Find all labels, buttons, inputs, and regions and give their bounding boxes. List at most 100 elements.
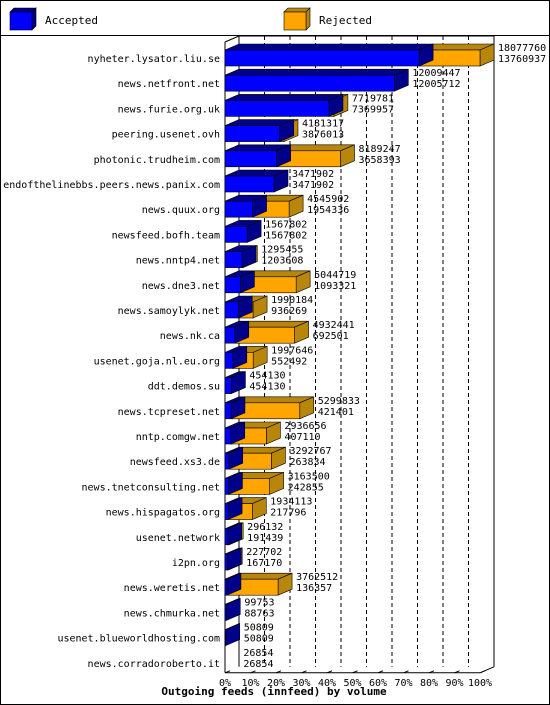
category-label: photonic.trudheim.com bbox=[94, 155, 220, 166]
category-label: peering.usenet.ovh bbox=[112, 130, 220, 141]
bar-rejected bbox=[234, 320, 309, 344]
bar-accepted bbox=[224, 623, 241, 647]
value-label-offered: 99753 bbox=[244, 597, 274, 608]
bar-accepted bbox=[224, 597, 241, 621]
x-tick-mark bbox=[224, 670, 231, 674]
bar-accepted-front bbox=[224, 352, 234, 369]
value-label-accepted: 1093321 bbox=[314, 281, 356, 292]
value-label-accepted: 3658393 bbox=[359, 155, 401, 166]
value-label-offered: 4181317 bbox=[302, 119, 344, 130]
value-label-accepted: 217796 bbox=[270, 508, 306, 519]
x-tick-mark bbox=[250, 670, 256, 674]
bar-accepted bbox=[224, 169, 289, 193]
category-label: news.chmurka.net bbox=[124, 608, 220, 619]
value-label-offered: 18077760 bbox=[498, 43, 546, 54]
value-label-offered: 227702 bbox=[246, 547, 282, 558]
bar-accepted bbox=[224, 219, 262, 243]
bar-accepted-front bbox=[224, 276, 241, 294]
category-labels: nyheter.lysator.liu.se news.netfront.net n… bbox=[3, 54, 220, 670]
bar-rejected bbox=[276, 144, 355, 168]
value-label-accepted: 7369957 bbox=[352, 104, 394, 115]
bar-accepted-front bbox=[224, 402, 232, 420]
category-label: news.tcpreset.net bbox=[118, 407, 220, 418]
legend-swatch bbox=[283, 11, 307, 31]
bar-accepted-front bbox=[224, 553, 228, 571]
value-label-offered: 1934113 bbox=[270, 497, 312, 508]
bar-accepted-front bbox=[224, 452, 230, 470]
value-label-offered: 5044719 bbox=[314, 270, 356, 281]
bar-accepted bbox=[224, 446, 244, 470]
value-label-accepted: 167170 bbox=[246, 558, 282, 569]
x-tick-mark bbox=[454, 670, 460, 674]
bar-accepted-top bbox=[224, 68, 409, 76]
bar-accepted bbox=[224, 119, 294, 143]
bar-accepted bbox=[224, 471, 243, 495]
bar-accepted-front bbox=[224, 150, 277, 168]
bar-accepted-side bbox=[225, 623, 241, 647]
category-label: news.corradoroberto.it bbox=[88, 659, 220, 670]
x-tick-label: 0% bbox=[219, 678, 231, 689]
value-label-accepted: 1954336 bbox=[307, 205, 349, 216]
value-label-accepted: 26854 bbox=[243, 659, 273, 670]
legend-label: Rejected bbox=[319, 14, 372, 27]
value-label-accepted: 454130 bbox=[249, 382, 285, 393]
value-label-offered: 3292767 bbox=[289, 446, 331, 457]
bar-accepted bbox=[224, 270, 255, 294]
value-label-accepted: 136357 bbox=[296, 583, 332, 594]
legend: Accepted Rejected bbox=[9, 7, 372, 31]
category-label: news.nntp4.net bbox=[136, 256, 220, 267]
value-label-accepted: 407110 bbox=[284, 432, 320, 443]
bar-accepted-front bbox=[224, 629, 227, 646]
x-tick-mark bbox=[301, 670, 307, 674]
bar-accepted-front bbox=[224, 326, 236, 344]
bar-accepted-front bbox=[224, 478, 229, 495]
bar-accepted bbox=[224, 68, 409, 92]
value-label-offered: 26854 bbox=[243, 648, 273, 659]
value-label-offered: 1990184 bbox=[271, 295, 313, 306]
value-label-accepted: 3876013 bbox=[302, 130, 344, 141]
x-tick-label: 50% bbox=[343, 678, 361, 689]
value-label-accepted: 88763 bbox=[244, 608, 274, 619]
value-label-accepted: 12005712 bbox=[412, 79, 460, 90]
x-tick-label: 30% bbox=[292, 678, 310, 689]
bar-accepted-front bbox=[224, 49, 420, 67]
value-label-accepted: 1203608 bbox=[261, 256, 303, 267]
value-label-accepted: 242855 bbox=[288, 482, 324, 493]
bar-accepted-front bbox=[224, 175, 275, 193]
bar-accepted bbox=[224, 295, 253, 319]
bar-accepted-front bbox=[224, 74, 395, 92]
bar-accepted bbox=[224, 547, 242, 571]
x-tick-label: 70% bbox=[394, 678, 412, 689]
bar-accepted-front bbox=[224, 604, 227, 621]
legend-swatch-side bbox=[305, 7, 311, 31]
value-label-offered: 5299833 bbox=[318, 396, 360, 407]
value-label-offered: 1567802 bbox=[265, 219, 307, 230]
value-label-offered: 3163500 bbox=[288, 471, 330, 482]
bar-accepted bbox=[224, 572, 242, 596]
bar-accepted bbox=[224, 245, 257, 269]
x-tick-mark bbox=[479, 670, 486, 674]
bar-accepted-front bbox=[224, 427, 232, 445]
bar-accepted-front bbox=[224, 200, 253, 218]
x-tick-label: 90% bbox=[445, 678, 463, 689]
category-label: nyheter.lysator.liu.se bbox=[88, 54, 220, 65]
bar-accepted-top bbox=[224, 43, 434, 51]
category-label: usenet.network bbox=[136, 533, 220, 544]
value-label-accepted: 50809 bbox=[244, 634, 274, 645]
category-label: newsfeed.xs3.de bbox=[130, 457, 220, 468]
category-label: news.samoylyk.net bbox=[118, 306, 220, 317]
bar-accepted-front bbox=[224, 301, 239, 319]
value-label-accepted: 13760937 bbox=[498, 54, 546, 65]
bar-accepted bbox=[224, 522, 243, 546]
bar-accepted bbox=[224, 194, 267, 218]
category-label: news.netfront.net bbox=[118, 79, 220, 90]
category-label: news.hispagatos.org bbox=[106, 508, 220, 519]
category-label: news.tnetconsulting.net bbox=[82, 482, 220, 493]
bar-accepted bbox=[224, 497, 243, 521]
bar-accepted-front bbox=[224, 578, 228, 596]
value-label-offered: 4932441 bbox=[313, 320, 355, 331]
category-label: i2pn.org bbox=[172, 558, 220, 569]
bar-accepted bbox=[224, 421, 246, 445]
